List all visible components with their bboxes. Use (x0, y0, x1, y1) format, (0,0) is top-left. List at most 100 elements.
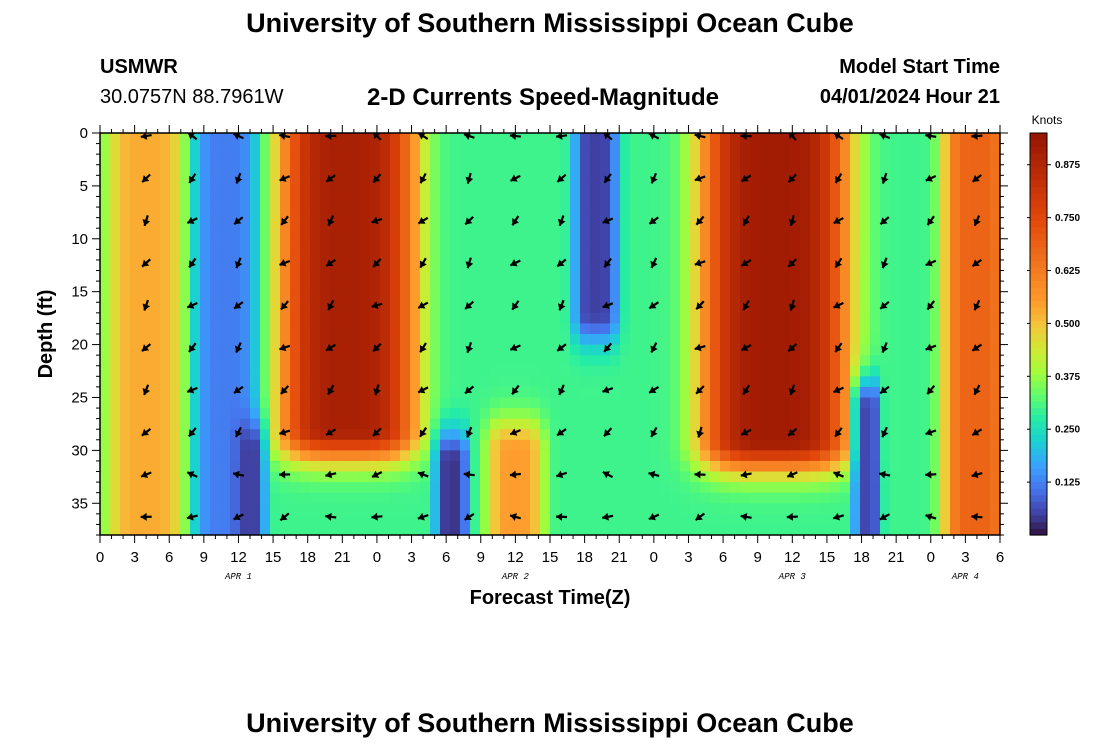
heatmap-cell (910, 238, 921, 250)
heatmap-cell (670, 270, 681, 282)
heatmap-cell (600, 302, 611, 314)
heatmap-cell (370, 228, 381, 240)
heatmap-cell (610, 281, 621, 293)
heatmap-cell (600, 513, 611, 526)
heatmap-cell (350, 154, 361, 166)
heatmap-cell (960, 397, 971, 409)
heatmap-cell (800, 513, 811, 526)
heatmap-cell (190, 154, 201, 166)
heatmap-cell (440, 365, 451, 377)
heatmap-cell (700, 312, 711, 325)
heatmap-cell (790, 249, 801, 261)
heatmap-cell (380, 302, 391, 314)
heatmap-cell (400, 259, 411, 272)
heatmap-cell (490, 503, 501, 515)
heatmap-cell (320, 323, 331, 335)
heatmap-cell (660, 355, 671, 367)
heatmap-cell (220, 482, 231, 494)
date-label: APR 2 (501, 572, 530, 582)
heatmap-cell (610, 154, 621, 166)
heatmap-cell (450, 175, 461, 187)
heatmap-cell (280, 503, 291, 515)
heatmap-cell (650, 418, 661, 430)
heatmap-cell (740, 355, 751, 367)
heatmap-cell (260, 408, 271, 420)
heatmap-cell (530, 228, 541, 240)
heatmap-cell (400, 207, 411, 219)
heatmap-cell (980, 259, 991, 272)
heatmap-cell (480, 312, 491, 325)
heatmap-cell (180, 418, 191, 430)
heatmap-cell (210, 323, 221, 335)
heatmap-cell (620, 376, 631, 388)
heatmap-cell (910, 429, 921, 441)
heatmap-cell (730, 471, 741, 483)
heatmap-cell (650, 376, 661, 388)
heatmap-cell (300, 249, 311, 261)
heatmap-cell (650, 524, 661, 535)
heatmap-cell (670, 143, 681, 155)
heatmap-cell (990, 281, 1000, 293)
heatmap-cell (190, 524, 201, 535)
heatmap-cell (920, 460, 931, 473)
heatmap-cell (940, 450, 951, 462)
heatmap-cell (870, 302, 881, 314)
current-arrow-head (373, 133, 381, 140)
heatmap-cell (280, 397, 291, 409)
heatmap-cell (690, 312, 701, 325)
heatmap-cell (690, 386, 701, 399)
heatmap-cell (650, 460, 661, 473)
heatmap-cell (250, 238, 261, 250)
heatmap-cell (660, 334, 671, 346)
heatmap-cell (150, 471, 161, 483)
heatmap-cell (140, 228, 151, 240)
heatmap-cell (890, 513, 901, 526)
heatmap-cell (910, 376, 921, 388)
heatmap-cell (270, 439, 281, 451)
heatmap-cell (990, 397, 1000, 409)
heatmap-cell (580, 503, 591, 515)
heatmap-cell (370, 376, 381, 388)
heatmap-cell (110, 312, 121, 325)
heatmap-cell (420, 408, 431, 420)
heatmap-cell (980, 154, 991, 166)
heatmap-cell (470, 408, 481, 420)
heatmap-cell (750, 270, 761, 282)
heatmap-cell (510, 408, 521, 420)
heatmap-cell (590, 249, 601, 261)
heatmap-cell (600, 164, 611, 176)
heatmap-cell (270, 217, 281, 229)
heatmap-cell (870, 513, 881, 526)
current-arrow (556, 343, 567, 352)
heatmap-cell (520, 291, 531, 303)
heatmap-cell (100, 238, 111, 250)
heatmap-cell (740, 365, 751, 377)
current-arrow (141, 427, 152, 437)
heatmap-cell (890, 312, 901, 325)
heatmap-cell (510, 291, 521, 303)
heatmap-cell (570, 207, 581, 219)
heatmap-cell (830, 154, 841, 166)
heatmap-cell (950, 408, 961, 420)
heatmap-cell (620, 344, 631, 356)
heatmap-cell (160, 217, 171, 229)
heatmap-cell (310, 376, 321, 388)
heatmap-cell (870, 312, 881, 325)
heatmap-cell (150, 450, 161, 462)
current-arrow (603, 257, 612, 268)
heatmap-cell (300, 386, 311, 399)
heatmap-cell (730, 323, 741, 335)
heatmap-cell (370, 185, 381, 198)
heatmap-cell (930, 249, 941, 261)
heatmap-cell (980, 492, 991, 504)
heatmap-cell (660, 196, 671, 208)
heatmap-cell (220, 492, 231, 504)
heatmap-cell (490, 429, 501, 441)
heatmap-cell (220, 238, 231, 250)
heatmap-cell (300, 228, 311, 240)
heatmap-cell (410, 344, 421, 356)
heatmap-cell (940, 513, 951, 526)
current-arrow (558, 384, 566, 396)
heatmap-cell (880, 482, 891, 494)
heatmap-cell (690, 450, 701, 462)
